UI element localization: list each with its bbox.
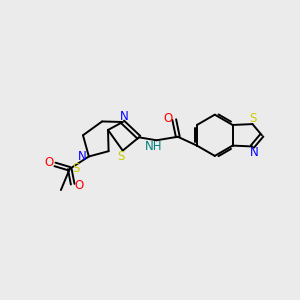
Text: O: O: [44, 156, 53, 169]
Text: N: N: [78, 150, 87, 163]
Text: N: N: [120, 110, 129, 123]
Text: S: S: [118, 150, 125, 163]
Text: O: O: [74, 179, 84, 192]
Text: NH: NH: [145, 140, 162, 153]
Text: S: S: [250, 112, 257, 125]
Text: O: O: [163, 112, 172, 125]
Text: S: S: [72, 162, 79, 175]
Text: N: N: [250, 146, 258, 159]
